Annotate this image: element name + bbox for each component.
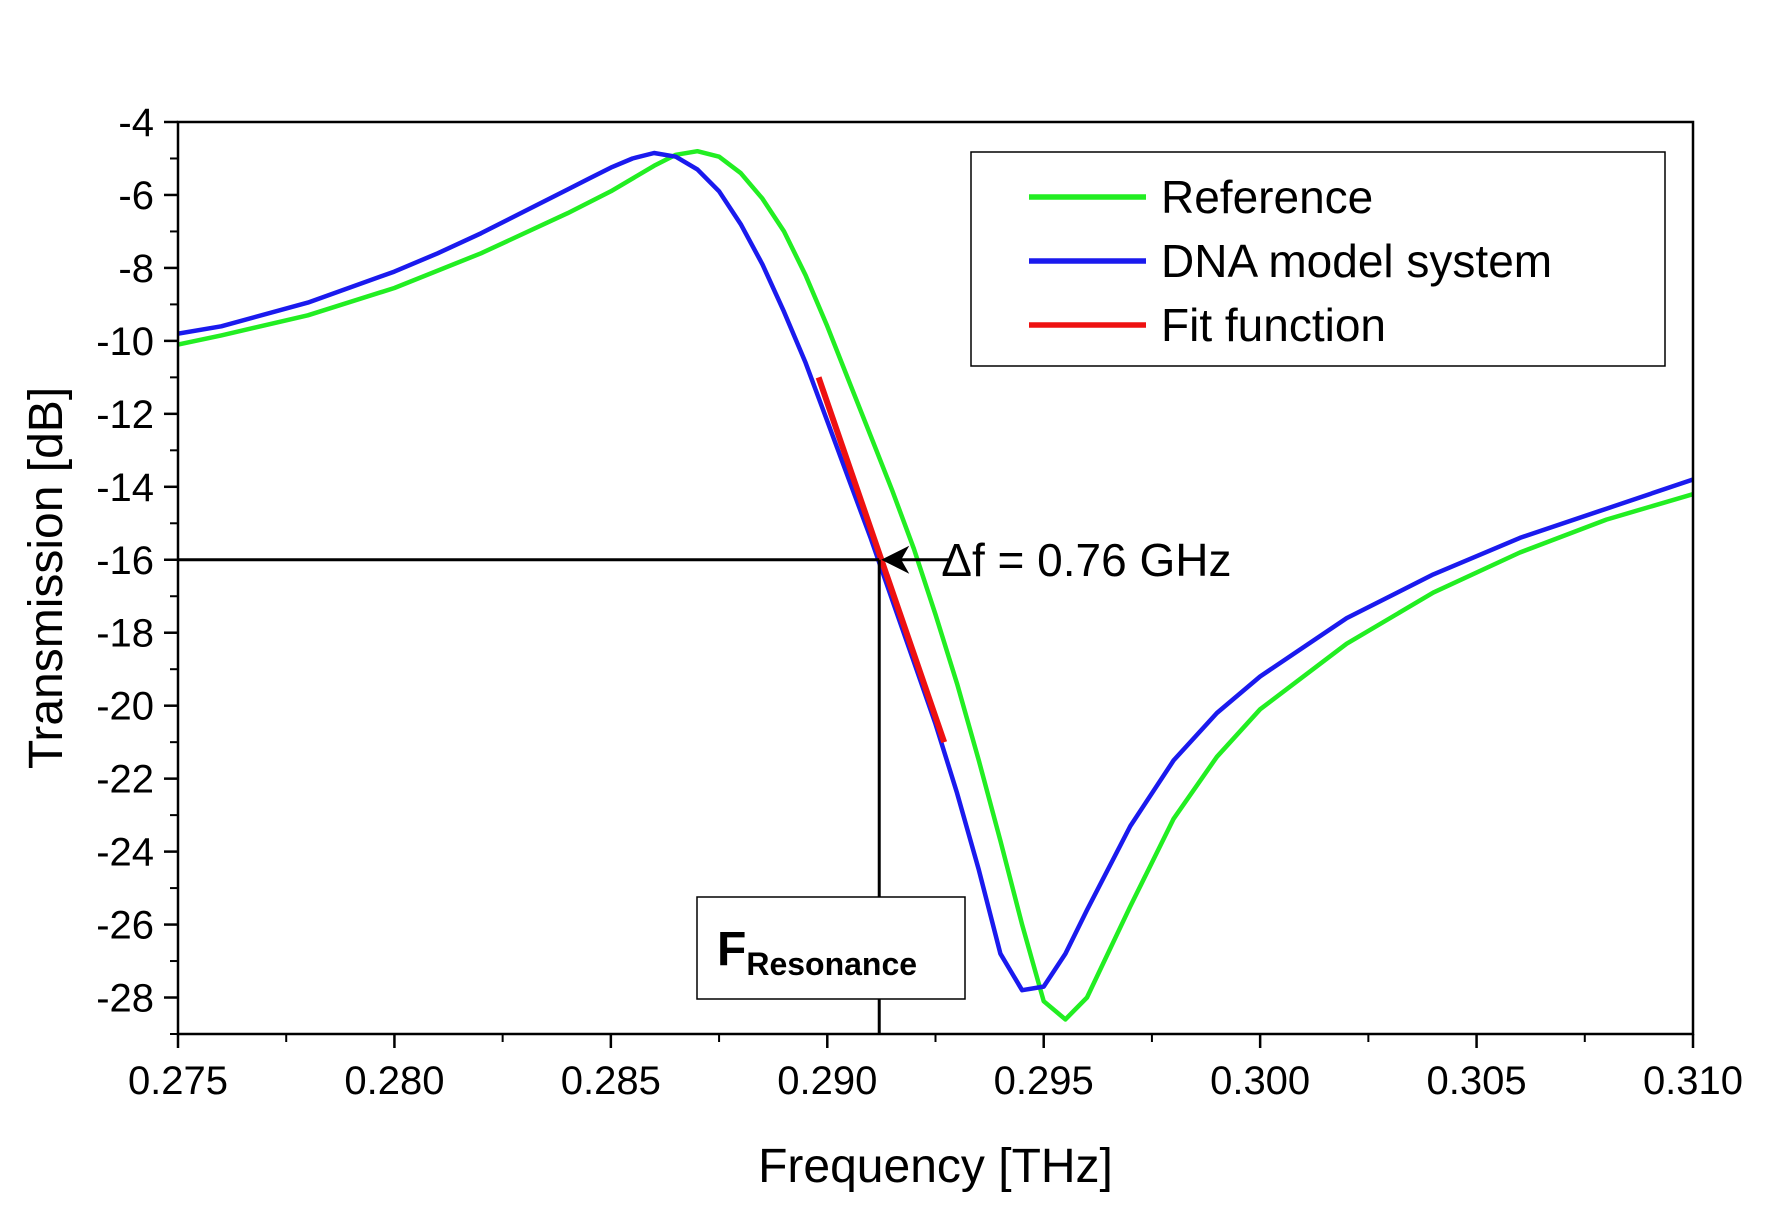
x-tick-label: 0.295 [994, 1059, 1094, 1103]
y-tick-label: -24 [96, 831, 154, 875]
legend-label: Fit function [1161, 299, 1386, 351]
series-line-dna-model-system [178, 150, 1693, 993]
y-tick-label: -28 [96, 977, 154, 1021]
x-tick-label: 0.290 [777, 1059, 877, 1103]
delta-annotation: Δf = 0.76 GHz [881, 534, 1231, 586]
x-tick-label: 0.310 [1643, 1059, 1743, 1103]
tick-labels: 0.275 0.280 0.285 0.290 0.295 0.300 0.305 0.310… [96, 101, 1743, 1103]
y-tick-label: -10 [96, 320, 154, 364]
x-tick-label: 0.280 [344, 1059, 444, 1103]
resonance-label-main: F [717, 923, 746, 976]
legend-label: DNA model system [1161, 235, 1552, 287]
y-tick-label: -14 [96, 466, 154, 510]
y-tick-label: -6 [118, 174, 154, 218]
resonance-box-frame [696, 896, 966, 1000]
axis-ticks [164, 120, 1695, 1048]
y-tick-label: -18 [96, 612, 154, 656]
series-line-reference [178, 148, 1693, 1022]
arrow-left-icon [881, 545, 910, 574]
y-tick-label: -16 [96, 539, 154, 583]
resonance-label-subscript: Resonance [746, 946, 917, 982]
resonance-box: FResonance [696, 896, 966, 1000]
y-tick-label: -26 [96, 904, 154, 948]
y-tick-label: -22 [96, 758, 154, 802]
y-tick-label: -8 [118, 247, 154, 291]
y-tick-label: -12 [96, 393, 154, 437]
x-tick-label: 0.285 [561, 1059, 661, 1103]
x-axis-title: Frequency [THz] [758, 1140, 1113, 1193]
resonance-label: FResonance [717, 923, 917, 982]
y-tick-label: -4 [118, 101, 154, 145]
y-tick-label: -20 [96, 685, 154, 729]
x-tick-label: 0.305 [1427, 1059, 1527, 1103]
delta-label: Δf = 0.76 GHz [941, 534, 1231, 586]
legend: Reference DNA model system Fit function [970, 151, 1666, 367]
legend-label: Reference [1161, 171, 1373, 223]
y-axis-title: Transmission [dB] [20, 387, 73, 769]
x-tick-label: 0.275 [128, 1059, 228, 1103]
x-tick-label: 0.300 [1210, 1059, 1310, 1103]
